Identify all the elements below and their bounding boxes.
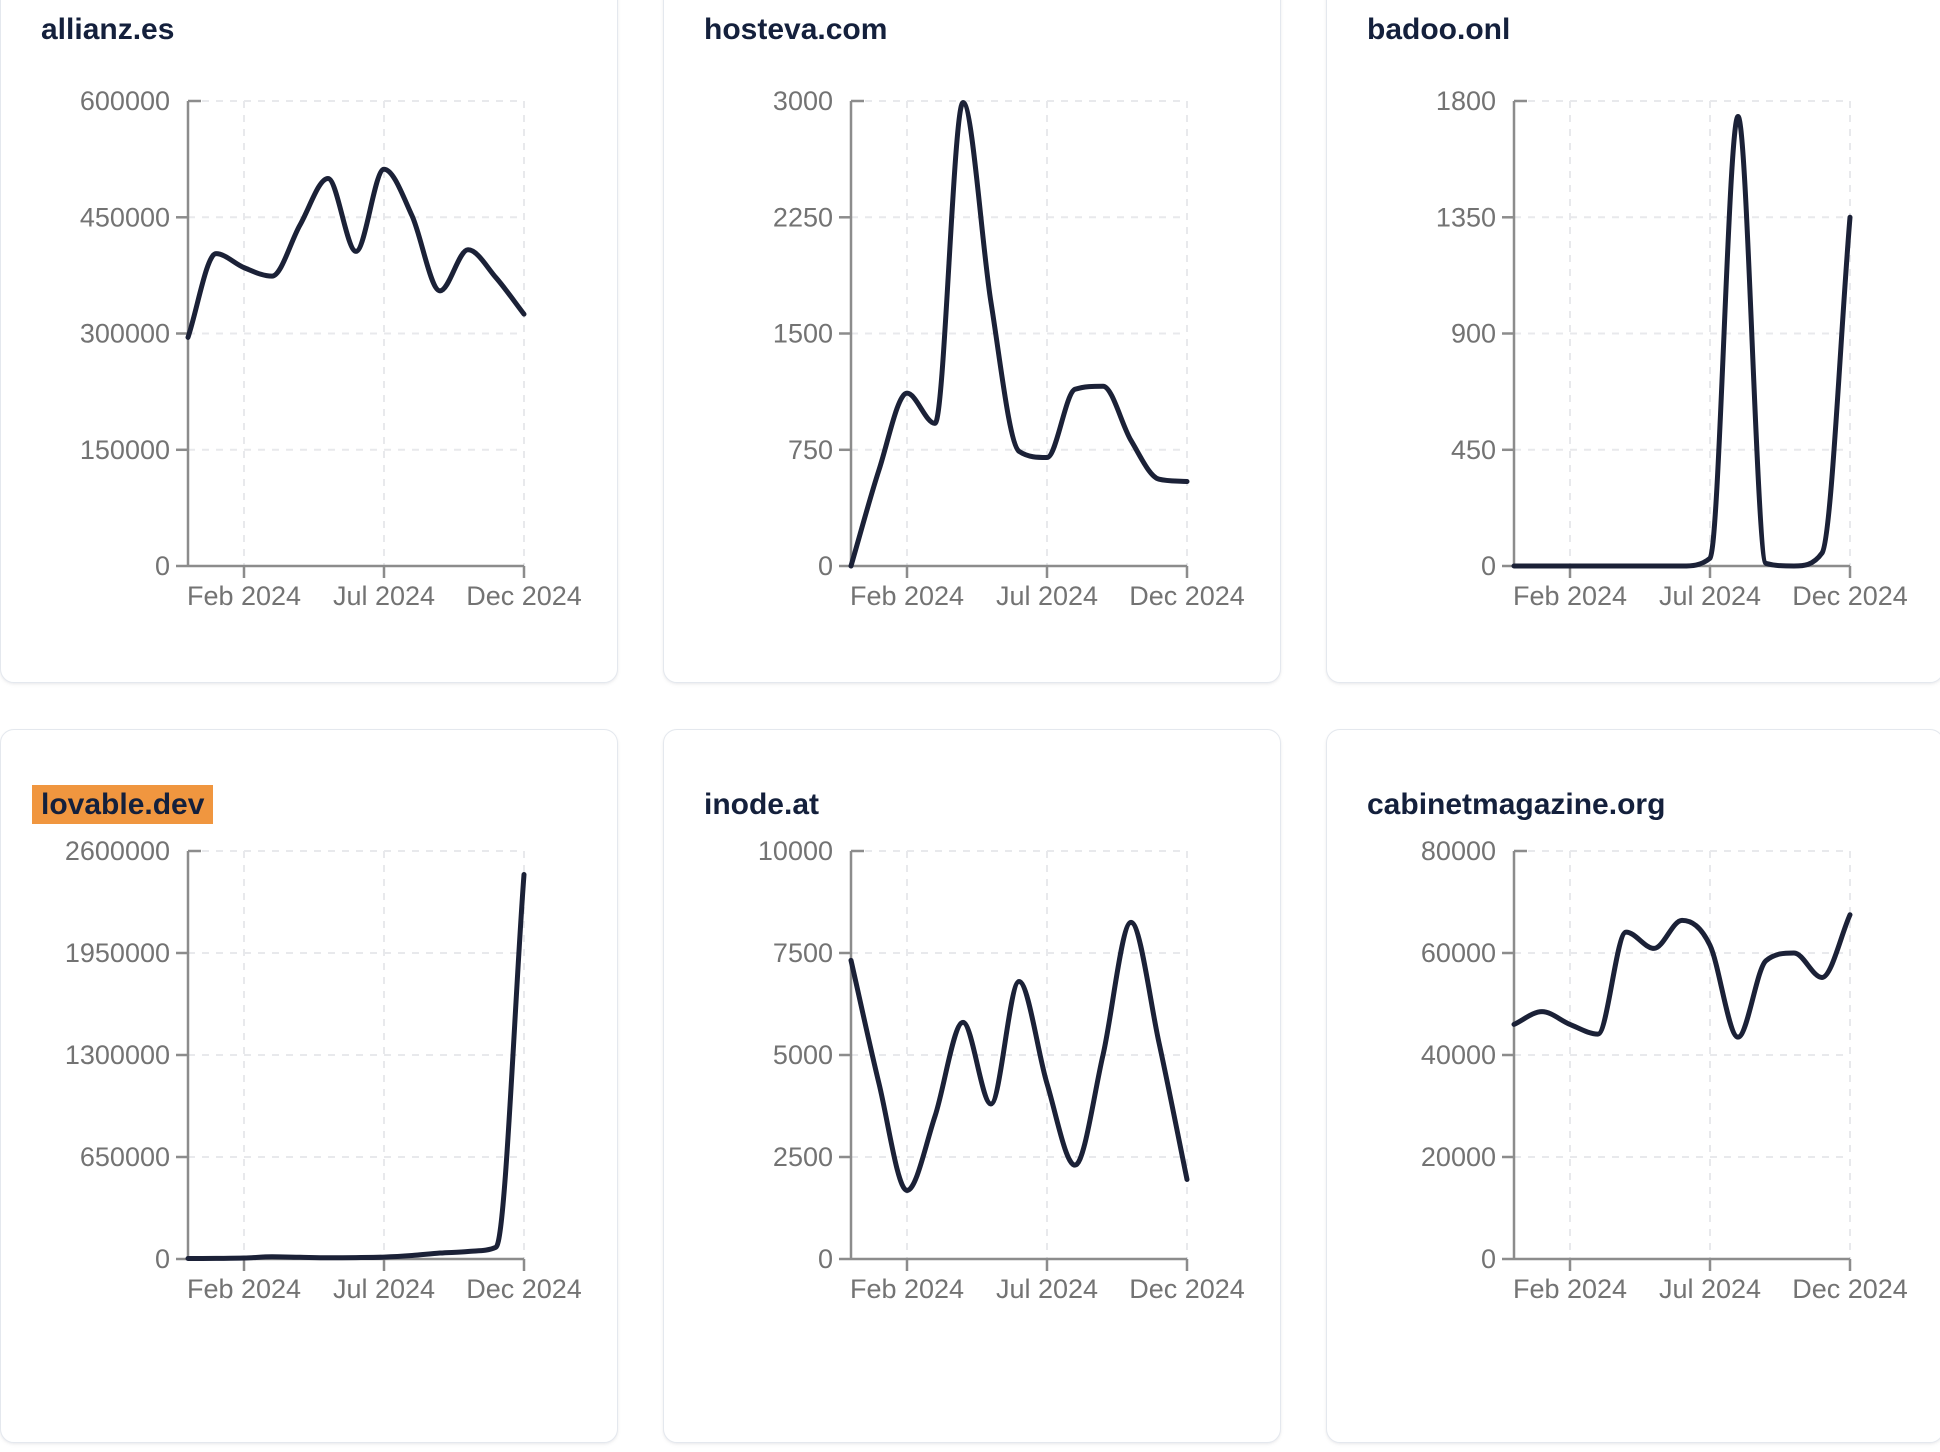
- y-tick-label: 0: [155, 551, 170, 581]
- axis-labels: 0 650000 1300000 1950000 2600000 Feb 2024 Jul …: [65, 836, 582, 1304]
- y-tick-label: 2500: [773, 1142, 833, 1172]
- y-tick-label: 750: [788, 435, 833, 465]
- gridlines: [1514, 850, 1851, 1259]
- chart-card-cabinetmagazine-org: cabinetmagazine.org 0 20000 40000 60000 8000…: [1326, 729, 1940, 1443]
- y-tick-label: 10000: [758, 836, 833, 866]
- y-tick-label: 2600000: [65, 836, 170, 866]
- y-tick-label: 150000: [80, 435, 170, 465]
- axes: [176, 849, 526, 1271]
- y-tick-label: 7500: [773, 938, 833, 968]
- x-tick-label: Feb 2024: [187, 1274, 301, 1304]
- axes: [839, 849, 1189, 1271]
- axis-labels: 0 150000 300000 450000 600000 Feb 2024 Jul 202…: [80, 86, 582, 611]
- chart-title: badoo.onl: [1367, 13, 1511, 46]
- series-line: [1511, 114, 1853, 569]
- x-tick-label: Dec 2024: [466, 581, 582, 611]
- chart-title-row: hosteva.com: [704, 13, 896, 47]
- chart-title: cabinetmagazine.org: [1367, 788, 1666, 821]
- axes: [1502, 99, 1852, 578]
- y-tick-label: 450000: [80, 202, 170, 232]
- y-tick-label: 5000: [773, 1040, 833, 1070]
- chart-title: allianz.es: [41, 13, 175, 46]
- x-tick-label: Dec 2024: [1129, 581, 1245, 611]
- chart-title-row: inode.at: [704, 788, 828, 822]
- series-line: [185, 166, 527, 340]
- y-tick-label: 1350: [1436, 202, 1496, 232]
- y-tick-label: 600000: [80, 86, 170, 116]
- x-tick-label: Jul 2024: [996, 1274, 1098, 1304]
- axis-labels: 0 2500 5000 7500 10000 Feb 2024 Jul 2024 Dec 20…: [758, 836, 1245, 1304]
- gridlines: [188, 850, 525, 1259]
- x-tick-label: Jul 2024: [333, 1274, 435, 1304]
- chart-title-row: cabinetmagazine.org: [1367, 788, 1674, 822]
- x-tick-label: Feb 2024: [1513, 1274, 1627, 1304]
- y-tick-label: 0: [818, 1244, 833, 1274]
- x-tick-label: Feb 2024: [850, 581, 964, 611]
- y-tick-label: 0: [155, 1244, 170, 1274]
- axes: [839, 99, 1189, 578]
- gridlines: [851, 100, 1188, 566]
- y-tick-label: 650000: [80, 1142, 170, 1172]
- y-tick-label: 450: [1451, 435, 1496, 465]
- line-chart: 0 2500 5000 7500 10000 Feb 2024 Jul 2024 Dec 20…: [758, 836, 1245, 1304]
- chart-title-row: badoo.onl: [1367, 13, 1519, 47]
- gridlines: [1514, 100, 1851, 566]
- y-tick-label: 3000: [773, 86, 833, 116]
- y-tick-label: 2250: [773, 202, 833, 232]
- y-tick-label: 1300000: [65, 1040, 170, 1070]
- series-line: [848, 100, 1190, 569]
- chart-title: inode.at: [704, 788, 820, 821]
- x-tick-label: Feb 2024: [1513, 581, 1627, 611]
- x-tick-label: Jul 2024: [1659, 581, 1761, 611]
- y-tick-label: 1500: [773, 319, 833, 349]
- chart-title-row: lovable.dev: [32, 785, 214, 824]
- axes: [1502, 849, 1852, 1271]
- series-line: [1511, 912, 1853, 1040]
- x-tick-label: Dec 2024: [1792, 1274, 1908, 1304]
- y-tick-label: 20000: [1421, 1142, 1496, 1172]
- axis-labels: 0 450 900 1350 1800 Feb 2024 Jul 2024 Dec 2024: [1436, 86, 1908, 611]
- y-tick-label: 1950000: [65, 938, 170, 968]
- chart-title: hosteva.com: [704, 13, 888, 46]
- series-line: [185, 872, 527, 1262]
- x-tick-label: Dec 2024: [466, 1274, 582, 1304]
- line-chart: 0 750 1500 2250 3000 Feb 2024 Jul 2024 Dec 2024: [773, 86, 1245, 611]
- y-tick-label: 300000: [80, 319, 170, 349]
- y-tick-label: 900: [1451, 319, 1496, 349]
- y-tick-label: 0: [1481, 1244, 1496, 1274]
- chart-card-inode-at: inode.at 0 2500 5000 7500 10000 Feb 2024 Jul 2…: [663, 729, 1281, 1443]
- y-tick-label: 1800: [1436, 86, 1496, 116]
- y-tick-label: 80000: [1421, 836, 1496, 866]
- line-chart: 0 20000 40000 60000 80000 Feb 2024 Jul 2024 Dec…: [1421, 836, 1908, 1304]
- x-tick-label: Jul 2024: [1659, 1274, 1761, 1304]
- line-chart: 0 450 900 1350 1800 Feb 2024 Jul 2024 Dec 2024: [1436, 86, 1908, 611]
- axis-labels: 0 20000 40000 60000 80000 Feb 2024 Jul 2024 Dec…: [1421, 836, 1908, 1304]
- y-tick-label: 40000: [1421, 1040, 1496, 1070]
- gridlines: [851, 850, 1188, 1259]
- x-tick-label: Dec 2024: [1129, 1274, 1245, 1304]
- x-tick-label: Feb 2024: [187, 581, 301, 611]
- axes: [176, 99, 526, 578]
- x-tick-label: Jul 2024: [996, 581, 1098, 611]
- y-tick-label: 60000: [1421, 938, 1496, 968]
- chart-title-row: allianz.es: [41, 13, 183, 47]
- x-tick-label: Feb 2024: [850, 1274, 964, 1304]
- series-line: [848, 919, 1190, 1193]
- chart-title: lovable.dev: [32, 785, 214, 824]
- chart-card-allianz-es: allianz.es 0 150000 300000 450000 600000 Feb …: [0, 0, 618, 683]
- line-chart: 0 150000 300000 450000 600000 Feb 2024 Jul 202…: [80, 86, 582, 611]
- chart-card-badoo-onl: badoo.onl 0 450 900 1350 1800 Feb 2024 Jul 202…: [1326, 0, 1940, 683]
- y-tick-label: 0: [818, 551, 833, 581]
- line-chart: 0 650000 1300000 1950000 2600000 Feb 2024 Jul …: [65, 836, 582, 1304]
- x-tick-label: Dec 2024: [1792, 581, 1908, 611]
- y-tick-label: 0: [1481, 551, 1496, 581]
- x-tick-label: Jul 2024: [333, 581, 435, 611]
- axis-labels: 0 750 1500 2250 3000 Feb 2024 Jul 2024 Dec 2024: [773, 86, 1245, 611]
- chart-card-lovable-dev: lovable.dev 0 650000 1300000 1950000 2600000…: [0, 729, 618, 1443]
- gridlines: [188, 100, 525, 566]
- chart-card-hosteva-com: hosteva.com 0 750 1500 2250 3000 Feb 2024 Jul …: [663, 0, 1281, 683]
